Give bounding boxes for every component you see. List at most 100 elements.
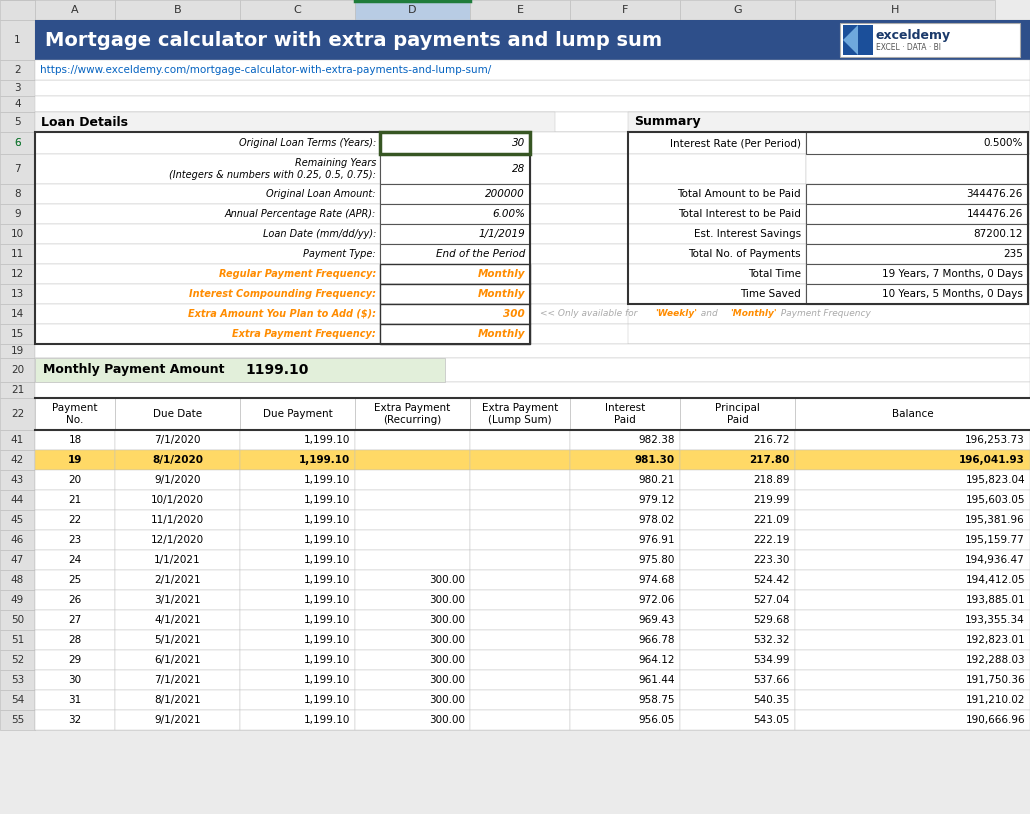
Bar: [35, 530, 1030, 550]
Bar: [35, 510, 1030, 530]
Bar: [0, 344, 35, 358]
Bar: [35, 710, 1030, 730]
Bar: [35, 132, 380, 154]
Bar: [570, 590, 680, 610]
Bar: [628, 204, 806, 224]
Bar: [628, 284, 806, 304]
Text: Annual Percentage Rate (APR):: Annual Percentage Rate (APR):: [225, 209, 376, 219]
Bar: [240, 398, 355, 430]
Bar: [35, 132, 1030, 154]
Text: 966.78: 966.78: [639, 635, 675, 645]
Bar: [355, 630, 470, 650]
Text: 534.99: 534.99: [754, 655, 790, 665]
Text: Loan Details: Loan Details: [41, 116, 128, 129]
Bar: [628, 132, 1028, 304]
Bar: [680, 530, 795, 550]
Text: 30: 30: [68, 675, 81, 685]
Text: Total Amount to be Paid: Total Amount to be Paid: [678, 189, 801, 199]
Bar: [0, 184, 35, 204]
Text: 190,666.96: 190,666.96: [965, 715, 1025, 725]
Bar: [0, 154, 35, 184]
Text: 42: 42: [11, 455, 24, 465]
Text: 527.04: 527.04: [754, 595, 790, 605]
Text: 27: 27: [68, 615, 81, 625]
Bar: [35, 430, 1030, 450]
Text: 7: 7: [14, 164, 21, 174]
Bar: [795, 450, 1030, 470]
Bar: [680, 710, 795, 730]
Bar: [806, 154, 1028, 184]
Bar: [355, 0, 470, 20]
Text: 6: 6: [14, 138, 21, 148]
Text: 218.89: 218.89: [754, 475, 790, 485]
Text: Interest
Paid: Interest Paid: [605, 403, 645, 425]
Bar: [35, 590, 1030, 610]
Bar: [35, 382, 1030, 398]
Text: 543.05: 543.05: [754, 715, 790, 725]
Bar: [0, 20, 35, 60]
Bar: [35, 550, 115, 570]
Bar: [35, 284, 1030, 304]
Bar: [0, 530, 35, 550]
Bar: [530, 284, 628, 304]
Text: 537.66: 537.66: [754, 675, 790, 685]
Bar: [355, 510, 470, 530]
Bar: [470, 530, 570, 550]
Bar: [470, 430, 570, 450]
Text: Total No. of Payments: Total No. of Payments: [688, 249, 801, 259]
Bar: [380, 264, 530, 284]
Text: 300.00: 300.00: [430, 715, 465, 725]
Bar: [35, 570, 115, 590]
Text: Regular Payment Frequency:: Regular Payment Frequency:: [218, 269, 376, 279]
Bar: [0, 450, 35, 470]
Text: Balance: Balance: [892, 409, 933, 419]
Bar: [680, 610, 795, 630]
Text: 191,750.36: 191,750.36: [965, 675, 1025, 685]
Bar: [0, 690, 35, 710]
Bar: [0, 570, 35, 590]
Bar: [795, 490, 1030, 510]
Bar: [35, 60, 1030, 80]
Bar: [0, 630, 35, 650]
Bar: [35, 490, 115, 510]
Polygon shape: [843, 25, 858, 55]
Bar: [35, 630, 1030, 650]
Text: 1/1/2019: 1/1/2019: [478, 229, 525, 239]
Bar: [35, 470, 1030, 490]
Bar: [35, 550, 1030, 570]
Text: Monthly: Monthly: [478, 289, 525, 299]
Text: 300: 300: [504, 309, 525, 319]
Bar: [35, 184, 380, 204]
Text: 5: 5: [14, 117, 21, 127]
Bar: [795, 0, 995, 20]
Bar: [35, 610, 1030, 630]
Bar: [115, 470, 240, 490]
Text: End of the Period: End of the Period: [436, 249, 525, 259]
Bar: [35, 264, 1030, 284]
Bar: [680, 490, 795, 510]
Bar: [35, 112, 1030, 132]
Bar: [0, 244, 35, 264]
Bar: [35, 304, 1030, 324]
Bar: [35, 80, 1030, 96]
Bar: [35, 670, 115, 690]
Bar: [35, 430, 1030, 450]
Text: 300.00: 300.00: [430, 595, 465, 605]
Text: Due Date: Due Date: [152, 409, 202, 419]
Bar: [795, 650, 1030, 670]
Text: Mortgage calculator with extra payments and lump sum: Mortgage calculator with extra payments …: [45, 30, 662, 50]
Bar: [680, 690, 795, 710]
Bar: [35, 154, 380, 184]
Bar: [35, 20, 1030, 60]
Bar: [35, 324, 380, 344]
Text: 6.00%: 6.00%: [492, 209, 525, 219]
Bar: [795, 670, 1030, 690]
Bar: [355, 550, 470, 570]
Bar: [35, 610, 115, 630]
Bar: [470, 0, 570, 20]
Text: 5/1/2021: 5/1/2021: [154, 635, 201, 645]
Bar: [628, 112, 1030, 132]
Bar: [35, 710, 1030, 730]
Text: 22: 22: [11, 409, 24, 419]
Bar: [0, 324, 35, 344]
